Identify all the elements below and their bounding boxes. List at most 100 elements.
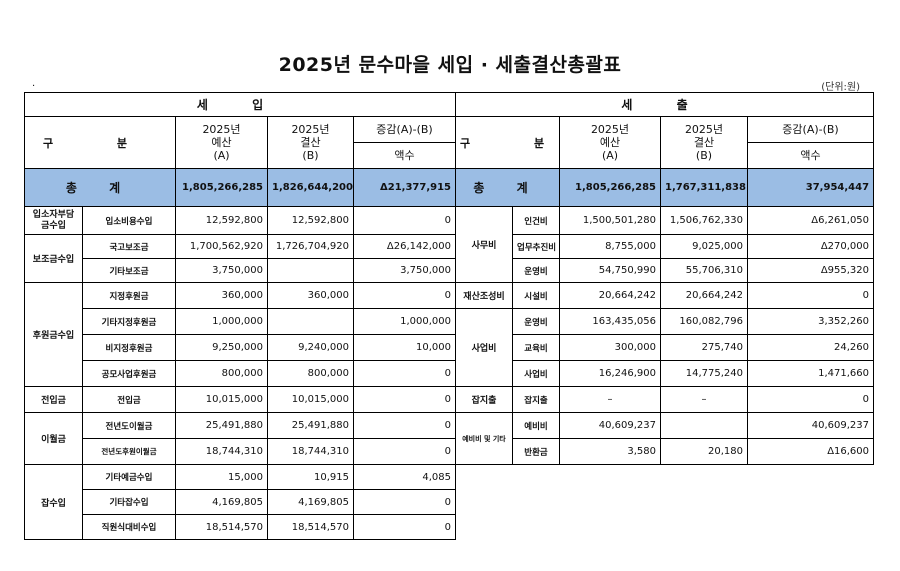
table-row: 공모사업후원금 800,000 800,000 0 bbox=[25, 360, 457, 387]
row-diff: 3,750,000 bbox=[352, 258, 457, 283]
row-diff: 40,609,237 bbox=[746, 412, 875, 439]
row-settle: 18,744,310 bbox=[267, 438, 354, 465]
table-row: 사업비 16,246,900 14,775,240 1,471,660 bbox=[456, 360, 875, 387]
table-row: 업무추진비 8,755,000 9,025,000 Δ270,000 bbox=[456, 234, 875, 259]
row-category: 입소자부담금수입 bbox=[24, 206, 83, 235]
row-item: 시설비 bbox=[512, 282, 560, 309]
row-settle: 14,775,240 bbox=[660, 360, 748, 387]
row-budget: 4,169,805 bbox=[175, 489, 268, 515]
table-row: 예비비 및 기타 예비비 40,609,237 40,609,237 bbox=[455, 412, 875, 465]
expense-col-budget: 2025년 예산 (A) bbox=[559, 116, 661, 169]
row-settle: 4,169,805 bbox=[267, 489, 354, 515]
table-row: 직원식대비수입 18,514,570 18,514,570 0 bbox=[25, 514, 457, 540]
expense-table: 세 출 구 분 2025년 예산 (A) 2025년 결산 (B) 증감(A)-(B) … bbox=[454, 92, 875, 465]
expense-total-diff: 37,954,447 bbox=[746, 168, 875, 207]
row-item: 전입금 bbox=[82, 386, 176, 413]
row-item: 기타보조금 bbox=[82, 258, 176, 283]
row-diff: 24,260 bbox=[746, 334, 875, 361]
row-budget: 9,250,000 bbox=[175, 334, 268, 361]
revenue-col-settle: 2025년 결산 (B) bbox=[267, 116, 354, 169]
row-item: 기타잡수입 bbox=[82, 489, 176, 515]
row-item: 직원식대비수입 bbox=[82, 514, 176, 540]
row-diff: 3,352,260 bbox=[746, 308, 875, 335]
marker-dot: . bbox=[32, 78, 36, 89]
row-item: 전년도후원이월금 bbox=[82, 438, 176, 465]
revenue-col-diff: 증감(A)-(B) bbox=[352, 116, 457, 143]
row-settle: 1,726,704,920 bbox=[267, 234, 354, 259]
row-category: 이월금 bbox=[24, 412, 83, 465]
row-budget: 1,700,562,920 bbox=[175, 234, 268, 259]
row-diff: 0 bbox=[352, 412, 457, 439]
row-budget: 163,435,056 bbox=[559, 308, 661, 335]
table-row: 운영비 54,750,990 55,706,310 Δ955,320 bbox=[456, 258, 875, 283]
row-diff: 0 bbox=[746, 386, 875, 413]
row-budget: 1,000,000 bbox=[175, 308, 268, 335]
row-budget: 3,580 bbox=[559, 438, 661, 465]
table-row: 교육비 300,000 275,740 24,260 bbox=[456, 334, 875, 361]
row-item: 반환금 bbox=[512, 438, 560, 465]
row-budget: 360,000 bbox=[175, 282, 268, 309]
row-item: 비지정후원금 bbox=[82, 334, 176, 361]
row-budget: 40,609,237 bbox=[559, 412, 661, 439]
row-budget: 25,491,880 bbox=[175, 412, 268, 439]
row-budget: 1,500,501,280 bbox=[559, 206, 661, 235]
table-row: 비지정후원금 9,250,000 9,240,000 10,000 bbox=[25, 334, 457, 361]
revenue-col-category: 구 분 bbox=[24, 116, 176, 169]
row-diff: Δ6,261,050 bbox=[746, 206, 875, 235]
revenue-col-amount: 액수 bbox=[352, 142, 457, 169]
row-settle: 9,025,000 bbox=[660, 234, 748, 259]
expense-col-diff: 증감(A)-(B) bbox=[746, 116, 875, 143]
row-diff: 0 bbox=[746, 282, 875, 309]
expense-col-settle: 2025년 결산 (B) bbox=[660, 116, 748, 169]
row-item: 기타지정후원금 bbox=[82, 308, 176, 335]
row-settle: 10,915 bbox=[267, 464, 354, 490]
expense-total-settle: 1,767,311,838 bbox=[660, 168, 748, 207]
table-row: 재산조성비 시설비 20,664,242 20,664,242 0 bbox=[455, 282, 875, 309]
row-category: 잡지출 bbox=[455, 386, 513, 413]
row-budget: 10,015,000 bbox=[175, 386, 268, 413]
row-item: 공모사업후원금 bbox=[82, 360, 176, 387]
row-settle: 9,240,000 bbox=[267, 334, 354, 361]
page-title: 2025년 문수마을 세입 · 세출결산총괄표 bbox=[278, 54, 622, 76]
table-row: 기타잡수입 4,169,805 4,169,805 0 bbox=[25, 489, 457, 515]
revenue-total-label: 총 계 bbox=[24, 168, 176, 207]
row-settle: 20,664,242 bbox=[660, 282, 748, 309]
row-settle: 20,180 bbox=[660, 438, 748, 465]
row-item: 국고보조금 bbox=[82, 234, 176, 259]
row-diff: 0 bbox=[352, 386, 457, 413]
row-category: 재산조성비 bbox=[455, 282, 513, 309]
row-budget: 15,000 bbox=[175, 464, 268, 490]
revenue-total-budget: 1,805,266,285 bbox=[175, 168, 268, 207]
table-row: 입소자부담금수입 입소비용수입 12,592,800 12,592,800 0 bbox=[24, 206, 457, 235]
expense-total-label: 총 계 bbox=[455, 168, 560, 207]
row-settle: 160,082,796 bbox=[660, 308, 748, 335]
row-item: 운영비 bbox=[512, 308, 560, 335]
row-budget: 300,000 bbox=[559, 334, 661, 361]
expense-header: 세 출 bbox=[454, 92, 875, 117]
table-row: 후원금수입 지정후원금 360,000 360,000 0 bbox=[24, 282, 457, 387]
revenue-col-budget: 2025년 예산 (A) bbox=[175, 116, 268, 169]
revenue-total-diff: Δ21,377,915 bbox=[352, 168, 457, 207]
row-budget: – bbox=[559, 386, 661, 413]
table-row: 사무비 인건비 1,500,501,280 1,506,762,330 Δ6,2… bbox=[455, 206, 875, 283]
table-row: 기타보조금 3,750,000 3,750,000 bbox=[25, 258, 457, 283]
table-row: 기타지정후원금 1,000,000 1,000,000 bbox=[25, 308, 457, 335]
table-row: 반환금 3,580 20,180 Δ16,600 bbox=[456, 438, 875, 465]
expense-col-amount: 액수 bbox=[746, 142, 875, 169]
row-settle: 360,000 bbox=[267, 282, 354, 309]
row-item: 입소비용수입 bbox=[82, 206, 176, 235]
row-item: 기타예금수입 bbox=[82, 464, 176, 490]
row-item: 업무추진비 bbox=[512, 234, 560, 259]
row-settle: – bbox=[660, 386, 748, 413]
row-settle: 800,000 bbox=[267, 360, 354, 387]
row-budget: 18,514,570 bbox=[175, 514, 268, 540]
table-row: 잡수입 기타예금수입 15,000 10,915 4,085 bbox=[24, 464, 457, 540]
row-budget: 16,246,900 bbox=[559, 360, 661, 387]
row-settle: 1,506,762,330 bbox=[660, 206, 748, 235]
row-budget: 20,664,242 bbox=[559, 282, 661, 309]
row-item: 예비비 bbox=[512, 412, 560, 439]
row-settle: 12,592,800 bbox=[267, 206, 354, 235]
row-settle: 55,706,310 bbox=[660, 258, 748, 283]
row-category: 후원금수입 bbox=[24, 282, 83, 387]
row-diff: 0 bbox=[352, 360, 457, 387]
